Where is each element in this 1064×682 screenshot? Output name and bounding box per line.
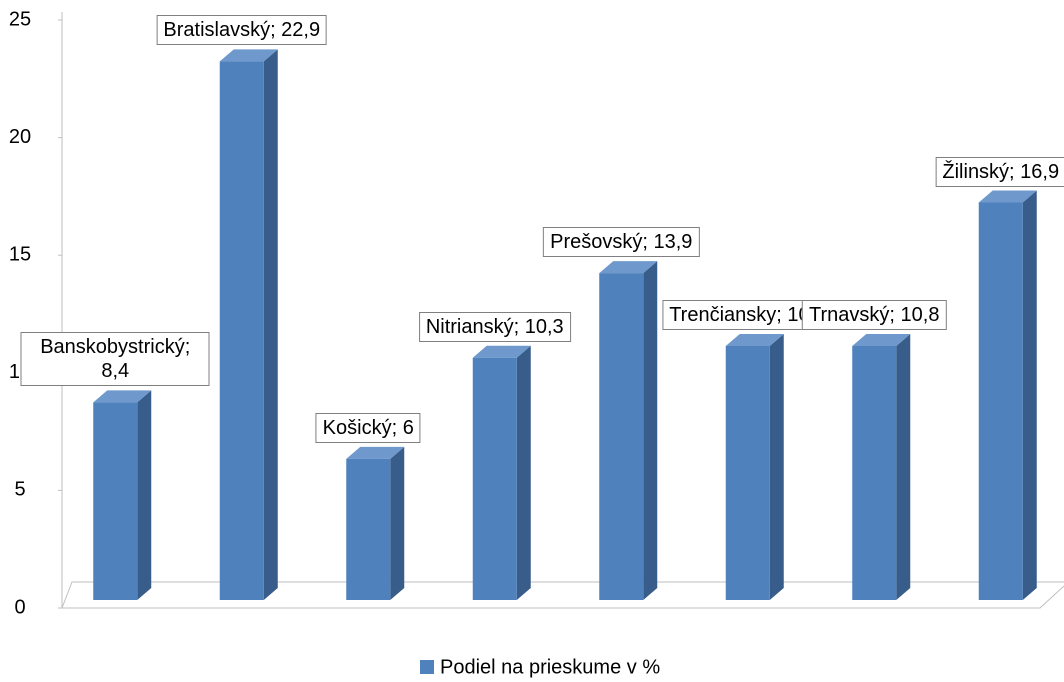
legend-swatch	[420, 660, 434, 674]
bar-side	[516, 345, 531, 600]
bar-front	[219, 61, 264, 601]
floor	[61, 581, 1064, 609]
bar	[725, 333, 784, 600]
bar-top	[852, 333, 911, 346]
bar	[472, 345, 531, 600]
data-label: Žilinský; 16,9	[935, 156, 1064, 187]
bar-side	[896, 333, 911, 600]
bar-side	[390, 446, 405, 600]
data-label: Prešovský; 13,9	[543, 227, 700, 258]
data-label: Bratislavský; 22,9	[156, 15, 328, 46]
y-tick-label: 25	[9, 8, 31, 30]
data-label: Banskobystrický; 8,4	[20, 332, 210, 387]
data-label: Košický; 6	[315, 412, 421, 443]
bar	[219, 49, 278, 601]
legend-label: Podiel na prieskume v %	[440, 656, 660, 678]
y-tick-label: 5	[14, 479, 25, 501]
bar-front	[725, 345, 770, 600]
bar-front	[852, 345, 897, 600]
bar-top	[978, 190, 1037, 203]
y-tick-label: 15	[9, 243, 31, 265]
bar-front	[472, 357, 517, 600]
bar-side	[263, 49, 278, 601]
bar-top	[725, 333, 784, 346]
bar-side	[137, 390, 152, 600]
bar-front	[346, 458, 391, 600]
bar	[93, 390, 152, 600]
bar-top	[93, 390, 152, 403]
bar	[852, 333, 911, 600]
bar	[978, 190, 1037, 600]
bar	[346, 446, 405, 600]
bar-top	[219, 49, 278, 62]
bar-front	[978, 202, 1023, 600]
bar-front	[599, 273, 644, 600]
data-label: Nitrianský; 10,3	[418, 311, 571, 342]
bar-top	[599, 261, 658, 274]
y-tick-label: 20	[9, 126, 31, 148]
bar-side	[1022, 190, 1037, 600]
bar-side	[769, 333, 784, 600]
data-label: Trnavský; 10,8	[802, 299, 947, 330]
bar-top	[346, 446, 405, 459]
bar-side	[643, 261, 658, 600]
bar-top	[472, 345, 531, 358]
bar	[599, 261, 658, 600]
y-tick-label: 0	[14, 596, 25, 618]
bar-front	[93, 402, 138, 600]
